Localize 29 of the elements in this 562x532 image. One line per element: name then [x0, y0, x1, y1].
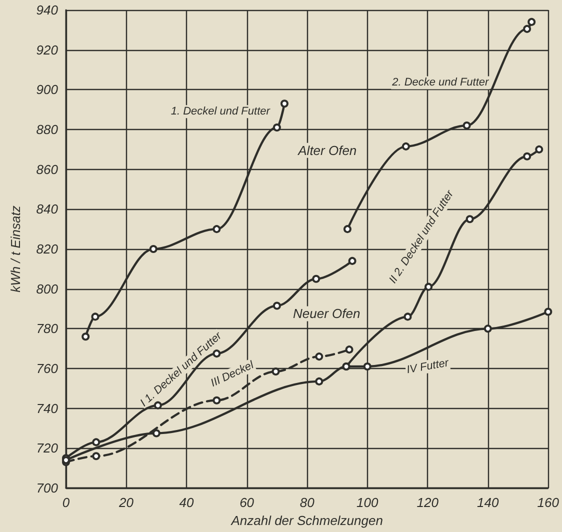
x-tick-label: 60: [240, 495, 255, 510]
y-tick-label: 880: [36, 122, 59, 137]
y-tick-label: 840: [36, 202, 59, 217]
x-tick-label: 80: [300, 495, 316, 510]
x-tick-label: 20: [118, 495, 134, 510]
y-tick-label: 720: [36, 440, 59, 456]
y-tick-label: 820: [36, 242, 59, 256]
y-tick-label: 920: [36, 42, 59, 58]
x-tick-label: 0: [62, 495, 70, 510]
series-label: 1. Deckel und Futter: [170, 106, 272, 118]
text: IV Futter: [406, 356, 451, 376]
y-tick-label: 800: [36, 281, 59, 296]
x-tick-label: 40: [179, 495, 195, 510]
y-tick-label: 700: [36, 480, 59, 496]
y-tick-label: 780: [36, 321, 59, 336]
y-tick-label: 940: [36, 2, 59, 18]
x-tick-label: 140: [477, 495, 500, 510]
series-label: 2. Decke und Futter: [391, 76, 490, 89]
x-tick-label: 100: [356, 495, 379, 510]
y-tick-label: 860: [36, 162, 59, 177]
annotation: Alter Ofen: [297, 142, 357, 158]
y-axis-title: kWh / t Einsatz: [8, 205, 23, 292]
x-tick-label: 120: [416, 495, 440, 510]
x-axis-title: Anzahl der Schmelzungen: [230, 513, 383, 528]
x-tick-label: 160: [537, 495, 560, 510]
annotation: Neuer Ofen: [293, 306, 360, 322]
y-tick-label: 760: [36, 361, 59, 376]
y-tick-label: 740: [36, 400, 59, 416]
y-tick-label: 900: [36, 82, 59, 98]
